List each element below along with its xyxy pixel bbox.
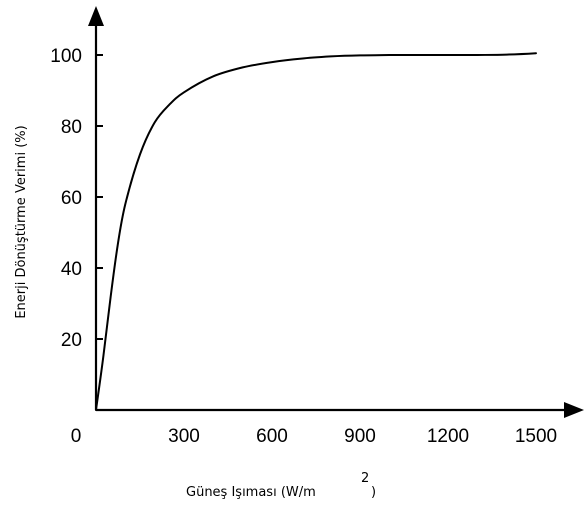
x-ticks: 0 300 600 900 1200 1500	[71, 426, 557, 447]
x-tick-label: 900	[344, 426, 376, 447]
x-axis-title-close: )	[371, 485, 376, 500]
x-axis-title-main: Güneş Işıması (W/m	[186, 485, 316, 500]
y-axis-title: Enerji Dönüştürme Verimi (%)	[14, 125, 29, 318]
y-tick-label: 100	[50, 46, 82, 67]
x-tick-label: 300	[168, 426, 200, 447]
x-axis-title-superscript: 2	[361, 471, 369, 486]
x-tick-label: 1500	[515, 426, 557, 447]
efficiency-curve	[95, 52, 537, 411]
y-ticks: 20 40 60 80 100	[50, 46, 103, 351]
y-tick-label: 40	[61, 259, 82, 280]
y-tick-label: 60	[61, 188, 82, 209]
y-axis-arrow	[88, 6, 104, 26]
axes	[88, 6, 584, 418]
y-tick-label: 20	[61, 330, 82, 351]
x-tick-label: 600	[256, 426, 288, 447]
x-tick-label: 1200	[427, 426, 469, 447]
x-tick-label: 0	[71, 426, 82, 447]
x-axis-arrow	[564, 402, 584, 418]
x-axis-title: Güneş Işıması (W/m	[186, 485, 316, 500]
y-tick-label: 80	[61, 117, 82, 138]
